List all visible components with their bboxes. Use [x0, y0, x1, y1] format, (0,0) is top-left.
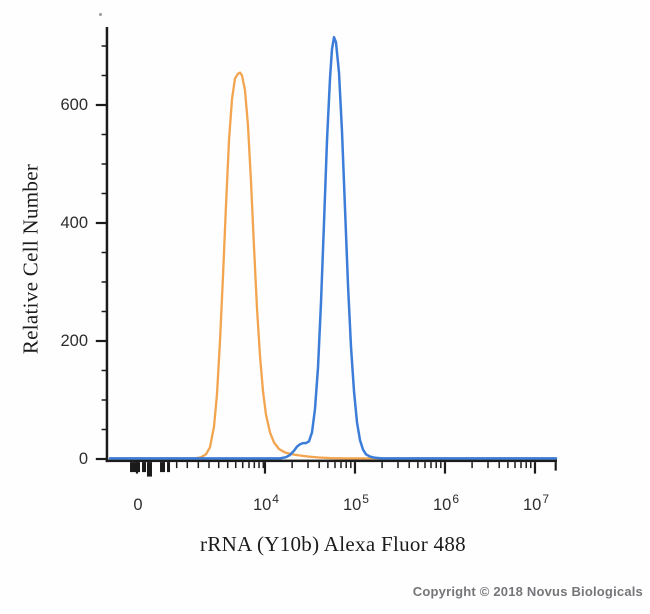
x-minor-tick	[248, 462, 250, 469]
x-minor-tick	[318, 462, 320, 469]
y-major-tick	[95, 103, 108, 107]
x-tick-label-10e5: 105	[342, 492, 369, 515]
x-minor-tick	[440, 462, 442, 469]
x-minor-tick	[350, 462, 352, 469]
y-minor-tick	[101, 45, 108, 47]
y-minor-tick	[101, 369, 108, 372]
orange-curve	[108, 71, 558, 460]
x-minor-tick	[498, 462, 500, 469]
x-minor-tick	[397, 462, 399, 469]
x-cluster-tick	[142, 462, 147, 473]
x-minor-tick	[327, 462, 329, 469]
y-major-tick	[95, 221, 108, 225]
x-minor-tick	[226, 462, 229, 469]
y-tick-label-200: 200	[60, 332, 88, 350]
x-minor-tick	[424, 462, 426, 469]
y-major-tick	[95, 457, 108, 461]
x-tick-label-10e7: 107	[522, 492, 549, 515]
x-tick-exponent: 5	[362, 492, 369, 506]
x-minor-tick	[234, 462, 237, 469]
x-tick-label-10e4: 104	[252, 492, 279, 515]
stray-mark	[99, 13, 102, 16]
x-minor-tick	[197, 462, 200, 469]
x-tick-exponent: 4	[272, 492, 279, 506]
x-tick-exponent: 6	[452, 492, 460, 506]
blue-curve	[108, 35, 558, 460]
x-major-tick	[443, 462, 447, 474]
y-axis-line	[105, 27, 109, 463]
y-tick-label-0: 0	[78, 450, 88, 468]
x-minor-tick	[241, 462, 244, 469]
x-minor-tick	[208, 462, 210, 469]
x-minor-tick	[262, 462, 265, 469]
x-tick-label-0: 0	[133, 496, 142, 515]
y-major-tick	[95, 339, 108, 343]
x-minor-tick	[520, 462, 522, 469]
copyright-text: Copyright © 2018 Novus Biologicals	[412, 584, 643, 599]
x-minor-tick	[530, 462, 532, 469]
x-minor-tick	[381, 462, 383, 469]
x-minor-tick	[525, 462, 527, 469]
x-minor-tick	[507, 462, 509, 469]
x-tick-base: 10	[432, 496, 452, 514]
y-minor-tick	[101, 163, 108, 165]
x-minor-tick	[217, 462, 220, 469]
y-minor-tick	[101, 281, 108, 283]
y-minor-tick	[101, 310, 108, 313]
x-tick-exponent: 7	[542, 492, 550, 506]
x-minor-tick	[291, 462, 293, 469]
x-minor-tick	[345, 462, 347, 469]
x-cluster-tick	[160, 462, 166, 473]
x-cluster-tick	[146, 462, 152, 477]
x-minor-tick	[471, 462, 473, 469]
x-tick-base: 10	[342, 496, 362, 514]
y-minor-tick	[101, 399, 108, 401]
x-axis-end-tick	[554, 462, 557, 471]
y-minor-tick	[101, 428, 108, 431]
x-major-tick	[263, 462, 267, 474]
x-minor-tick	[334, 462, 336, 469]
x-minor-tick	[408, 462, 410, 469]
x-minor-tick	[258, 462, 260, 469]
y-tick-label-600: 600	[60, 96, 88, 114]
x-minor-tick	[430, 462, 432, 469]
y-minor-tick	[101, 251, 108, 254]
x-minor-tick	[417, 462, 419, 469]
x-axis-title: rRNA (Y10b) Alexa Fluor 488	[200, 532, 466, 556]
x-cluster-tick	[167, 462, 171, 473]
x-minor-tick	[487, 462, 489, 469]
y-tick-label-400: 400	[60, 214, 88, 232]
x-minor-tick	[307, 462, 309, 469]
x-major-tick	[353, 462, 357, 474]
x-tick-base: 0	[133, 496, 143, 514]
x-minor-tick	[514, 462, 516, 469]
y-minor-tick	[101, 192, 108, 195]
y-axis-title: Relative Cell Number	[18, 163, 43, 355]
y-minor-tick	[101, 133, 108, 136]
x-minor-tick	[435, 462, 437, 469]
x-minor-tick	[175, 462, 178, 469]
x-minor-tick	[186, 462, 189, 469]
x-tick-base: 10	[522, 496, 542, 514]
x-cluster-tick	[130, 462, 141, 473]
x-tick-label-10e6: 106	[432, 492, 459, 515]
x-minor-tick	[253, 462, 256, 469]
x-minor-tick	[340, 462, 342, 469]
x-axis-line	[105, 459, 557, 463]
x-tick-base: 10	[252, 496, 272, 514]
y-minor-tick	[101, 74, 108, 77]
x-major-tick	[533, 462, 537, 474]
